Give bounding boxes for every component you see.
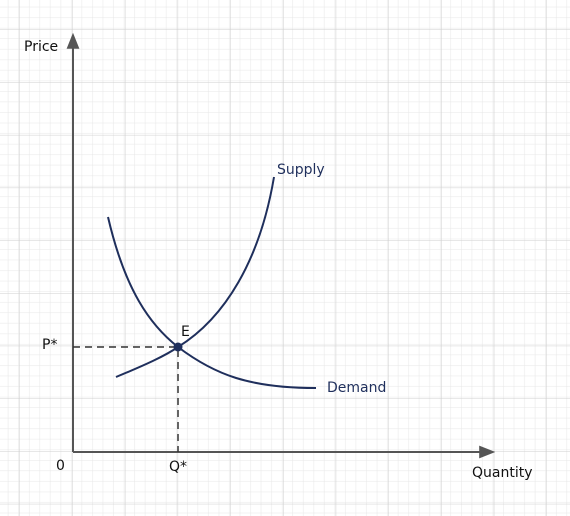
- y-axis-label: Price: [24, 39, 58, 55]
- price-label: P*: [42, 337, 57, 353]
- supply-curve: [115, 176, 275, 378]
- demand-label: Demand: [327, 380, 386, 396]
- x-axis-label: Quantity: [472, 465, 533, 481]
- supply-label: Supply: [277, 162, 325, 178]
- quantity-label: Q*: [169, 459, 187, 475]
- origin-label: 0: [56, 458, 65, 474]
- point-label: E: [181, 324, 190, 340]
- equilibrium-guides: [73, 346, 179, 452]
- equilibrium-point: [173, 342, 183, 352]
